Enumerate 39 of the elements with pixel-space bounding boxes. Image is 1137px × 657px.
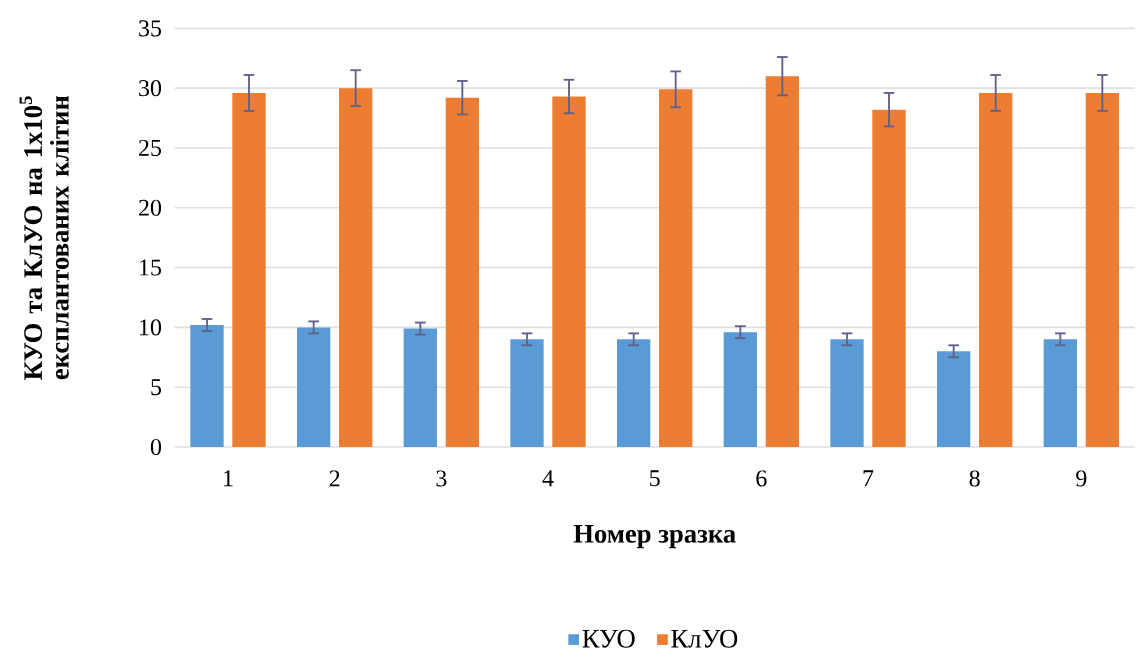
bar: [765, 76, 799, 447]
x-tick-label: 6: [756, 470, 767, 487]
y-tick-label: 30: [139, 80, 162, 97]
legend-label: КУО: [582, 629, 635, 648]
y-tick-label: 10: [140, 319, 162, 336]
bar: [979, 92, 1013, 447]
x-tick-label: 4: [542, 470, 554, 487]
bar: [339, 88, 373, 447]
x-axis-title: Номер зразка: [573, 525, 736, 549]
y-tick-label: 0: [150, 438, 162, 456]
bar: [617, 339, 651, 447]
y-tick-label: 35: [139, 20, 162, 37]
bar: [937, 351, 971, 447]
bar: [232, 92, 266, 447]
bar: [190, 324, 224, 447]
bar: [659, 89, 693, 447]
y-tick-label: 25: [139, 139, 162, 157]
bar: [872, 109, 906, 447]
bar: [510, 339, 544, 447]
x-tick-label: 9: [1076, 470, 1087, 487]
x-tick-label: 5: [650, 470, 660, 487]
legend-label: КлУО: [671, 629, 738, 648]
bar: [1085, 92, 1119, 447]
bar: [552, 96, 586, 447]
bar: [403, 328, 438, 447]
x-tick-label: 1: [224, 470, 233, 487]
x-tick-label: 7: [863, 470, 874, 487]
y-axis-title: КУО та КлУО на 1x10$^{5}$ експлантованих клітин: [19, 95, 69, 380]
bar: [1043, 339, 1077, 447]
y-tick-label: 5: [151, 379, 162, 396]
y-tick-label: 20: [139, 199, 162, 216]
x-tick-label: 8: [969, 470, 980, 487]
x-tick-label: 2: [329, 470, 340, 487]
y-tick-label: 15: [140, 259, 162, 276]
x-tick-label: 3: [436, 470, 447, 487]
bar: [297, 327, 331, 447]
bar: [723, 332, 757, 447]
bar: [830, 339, 864, 447]
bar: [445, 97, 479, 447]
